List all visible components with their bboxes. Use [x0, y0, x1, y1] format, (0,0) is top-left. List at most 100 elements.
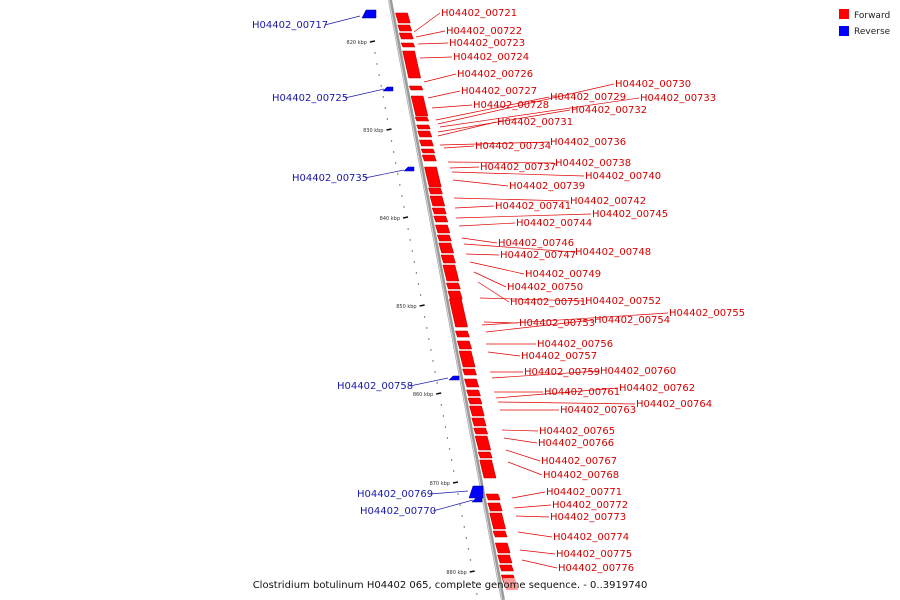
forward-gene-block: [497, 554, 513, 564]
scale-minor-tick: [409, 239, 411, 241]
forward-gene-block: [448, 298, 468, 328]
scale-minor-tick: [411, 250, 413, 252]
forward-gene-block: [436, 234, 452, 242]
scale-minor-tick: [424, 316, 426, 318]
forward-label-leader: [439, 141, 550, 146]
scale-minor-tick: [428, 338, 430, 340]
reverse-gene-block: [471, 497, 483, 503]
genome-backbone: [388, 0, 505, 600]
reverse-gene-label: H04402_00717: [252, 20, 328, 31]
scale-minor-tick: [415, 272, 418, 274]
forward-label-leader: [435, 96, 550, 121]
forward-gene-block: [438, 242, 454, 254]
forward-gene-label: H04402_00721: [441, 8, 517, 19]
forward-gene-label: H04402_00728: [473, 100, 549, 111]
forward-gene-block: [440, 254, 456, 264]
scale-minor-tick: [476, 593, 478, 595]
scale-minor-tick: [432, 360, 434, 362]
forward-gene-label: H04402_00750: [507, 282, 583, 293]
forward-gene-label: H04402_00747: [500, 250, 576, 261]
forward-gene-block: [477, 451, 493, 459]
forward-gene-block: [445, 282, 461, 290]
forward-gene-label: H04402_00759: [524, 367, 600, 378]
forward-label-leader: [437, 109, 571, 133]
reverse-gene-block: [382, 86, 394, 92]
forward-label-leader: [451, 171, 585, 177]
forward-gene-block: [410, 95, 429, 117]
forward-gene-label: H04402_00768: [543, 470, 619, 481]
forward-gene-block: [502, 578, 519, 590]
forward-gene-label: H04402_00731: [497, 117, 573, 128]
forward-gene-block: [447, 290, 463, 300]
scale-tick-label: 820 kbp: [347, 40, 367, 46]
scale-ticks: 820 kbp 830 kbp 840 kbp 850 kbp 860 kbp 870 k…: [347, 40, 478, 595]
forward-label-leader: [452, 179, 509, 187]
forward-gene-label: H04402_00738: [555, 158, 631, 169]
reverse-label-leader: [364, 169, 405, 179]
forward-gene-block: [417, 130, 433, 138]
forward-label-leader: [437, 83, 615, 125]
forward-label-leader: [415, 30, 446, 38]
forward-gene-block: [489, 512, 506, 530]
scale-minor-tick: [380, 85, 382, 87]
forward-gene-block: [471, 417, 487, 427]
forward-label-leader: [443, 145, 475, 149]
forward-gene-label: H04402_00739: [509, 181, 585, 192]
forward-label-leader: [483, 321, 519, 324]
forward-gene-block: [487, 502, 503, 512]
forward-gene-block: [467, 397, 483, 405]
scale-minor-tick: [394, 162, 397, 164]
forward-gene-block: [462, 368, 477, 376]
forward-gene-block: [400, 42, 416, 48]
forward-gene-block: [494, 542, 511, 554]
scale-minor-tick: [465, 537, 468, 539]
forward-gene-label: H04402_00729: [550, 92, 626, 103]
reverse-gene-block: [448, 375, 460, 381]
forward-gene-block: [435, 224, 451, 234]
scale-tick-label: 840 kbp: [380, 216, 400, 222]
reverse-label-lines: H04402_00717 H04402_00725 H04402_00735 H044…: [252, 15, 474, 517]
scale-minor-tick: [430, 349, 432, 351]
forward-gene-block: [466, 389, 481, 397]
forward-gene-block: [474, 435, 492, 451]
scale-tick: [386, 128, 392, 131]
forward-label-leader: [465, 253, 500, 256]
forward-gene-label: H04402_00727: [461, 86, 537, 97]
scale-minor-tick: [450, 459, 453, 461]
scale-minor-tick: [446, 437, 449, 439]
forward-label-leader: [511, 491, 546, 499]
forward-label-leader: [501, 429, 539, 432]
forward-gene-label: H04402_00752: [585, 296, 661, 307]
forward-gene-label: H04402_00744: [516, 218, 592, 229]
forward-label-leader: [449, 166, 480, 169]
scale-minor-tick: [467, 548, 470, 550]
forward-gene-label: H04402_00748: [575, 247, 651, 258]
forward-label-leader: [423, 73, 457, 83]
forward-gene-label: H04402_00757: [521, 351, 597, 362]
forward-gene-label: H04402_00749: [525, 269, 601, 280]
scale-minor-tick: [444, 426, 447, 428]
forward-gene-block: [428, 187, 443, 195]
scale-minor-tick: [401, 195, 403, 197]
forward-gene-label: H04402_00765: [539, 426, 615, 437]
forward-label-leader: [479, 297, 585, 302]
scale-minor-tick: [378, 74, 380, 76]
reverse-gene-label: H04402_00735: [292, 173, 368, 184]
scale-minor-tick: [442, 415, 445, 417]
legend: Forward Reverse: [839, 9, 891, 37]
scale-tick-label: 830 kbp: [363, 128, 383, 134]
scale-minor-tick: [403, 206, 405, 208]
forward-label-leader: [437, 121, 497, 137]
scale-minor-tick: [376, 63, 378, 65]
forward-gene-label: H04402_00726: [457, 69, 533, 80]
reverse-gene-label: H04402_00725: [272, 93, 348, 104]
forward-gene-block: [469, 405, 485, 417]
scale-tick: [452, 481, 459, 484]
scale-minor-tick: [469, 559, 472, 561]
forward-label-leader: [461, 237, 498, 244]
forward-gene-label: H04402_00732: [571, 105, 647, 116]
scale-minor-tick: [461, 515, 463, 517]
forward-gene-label: H04402_00734: [475, 141, 551, 152]
forward-gene-block: [414, 116, 430, 122]
